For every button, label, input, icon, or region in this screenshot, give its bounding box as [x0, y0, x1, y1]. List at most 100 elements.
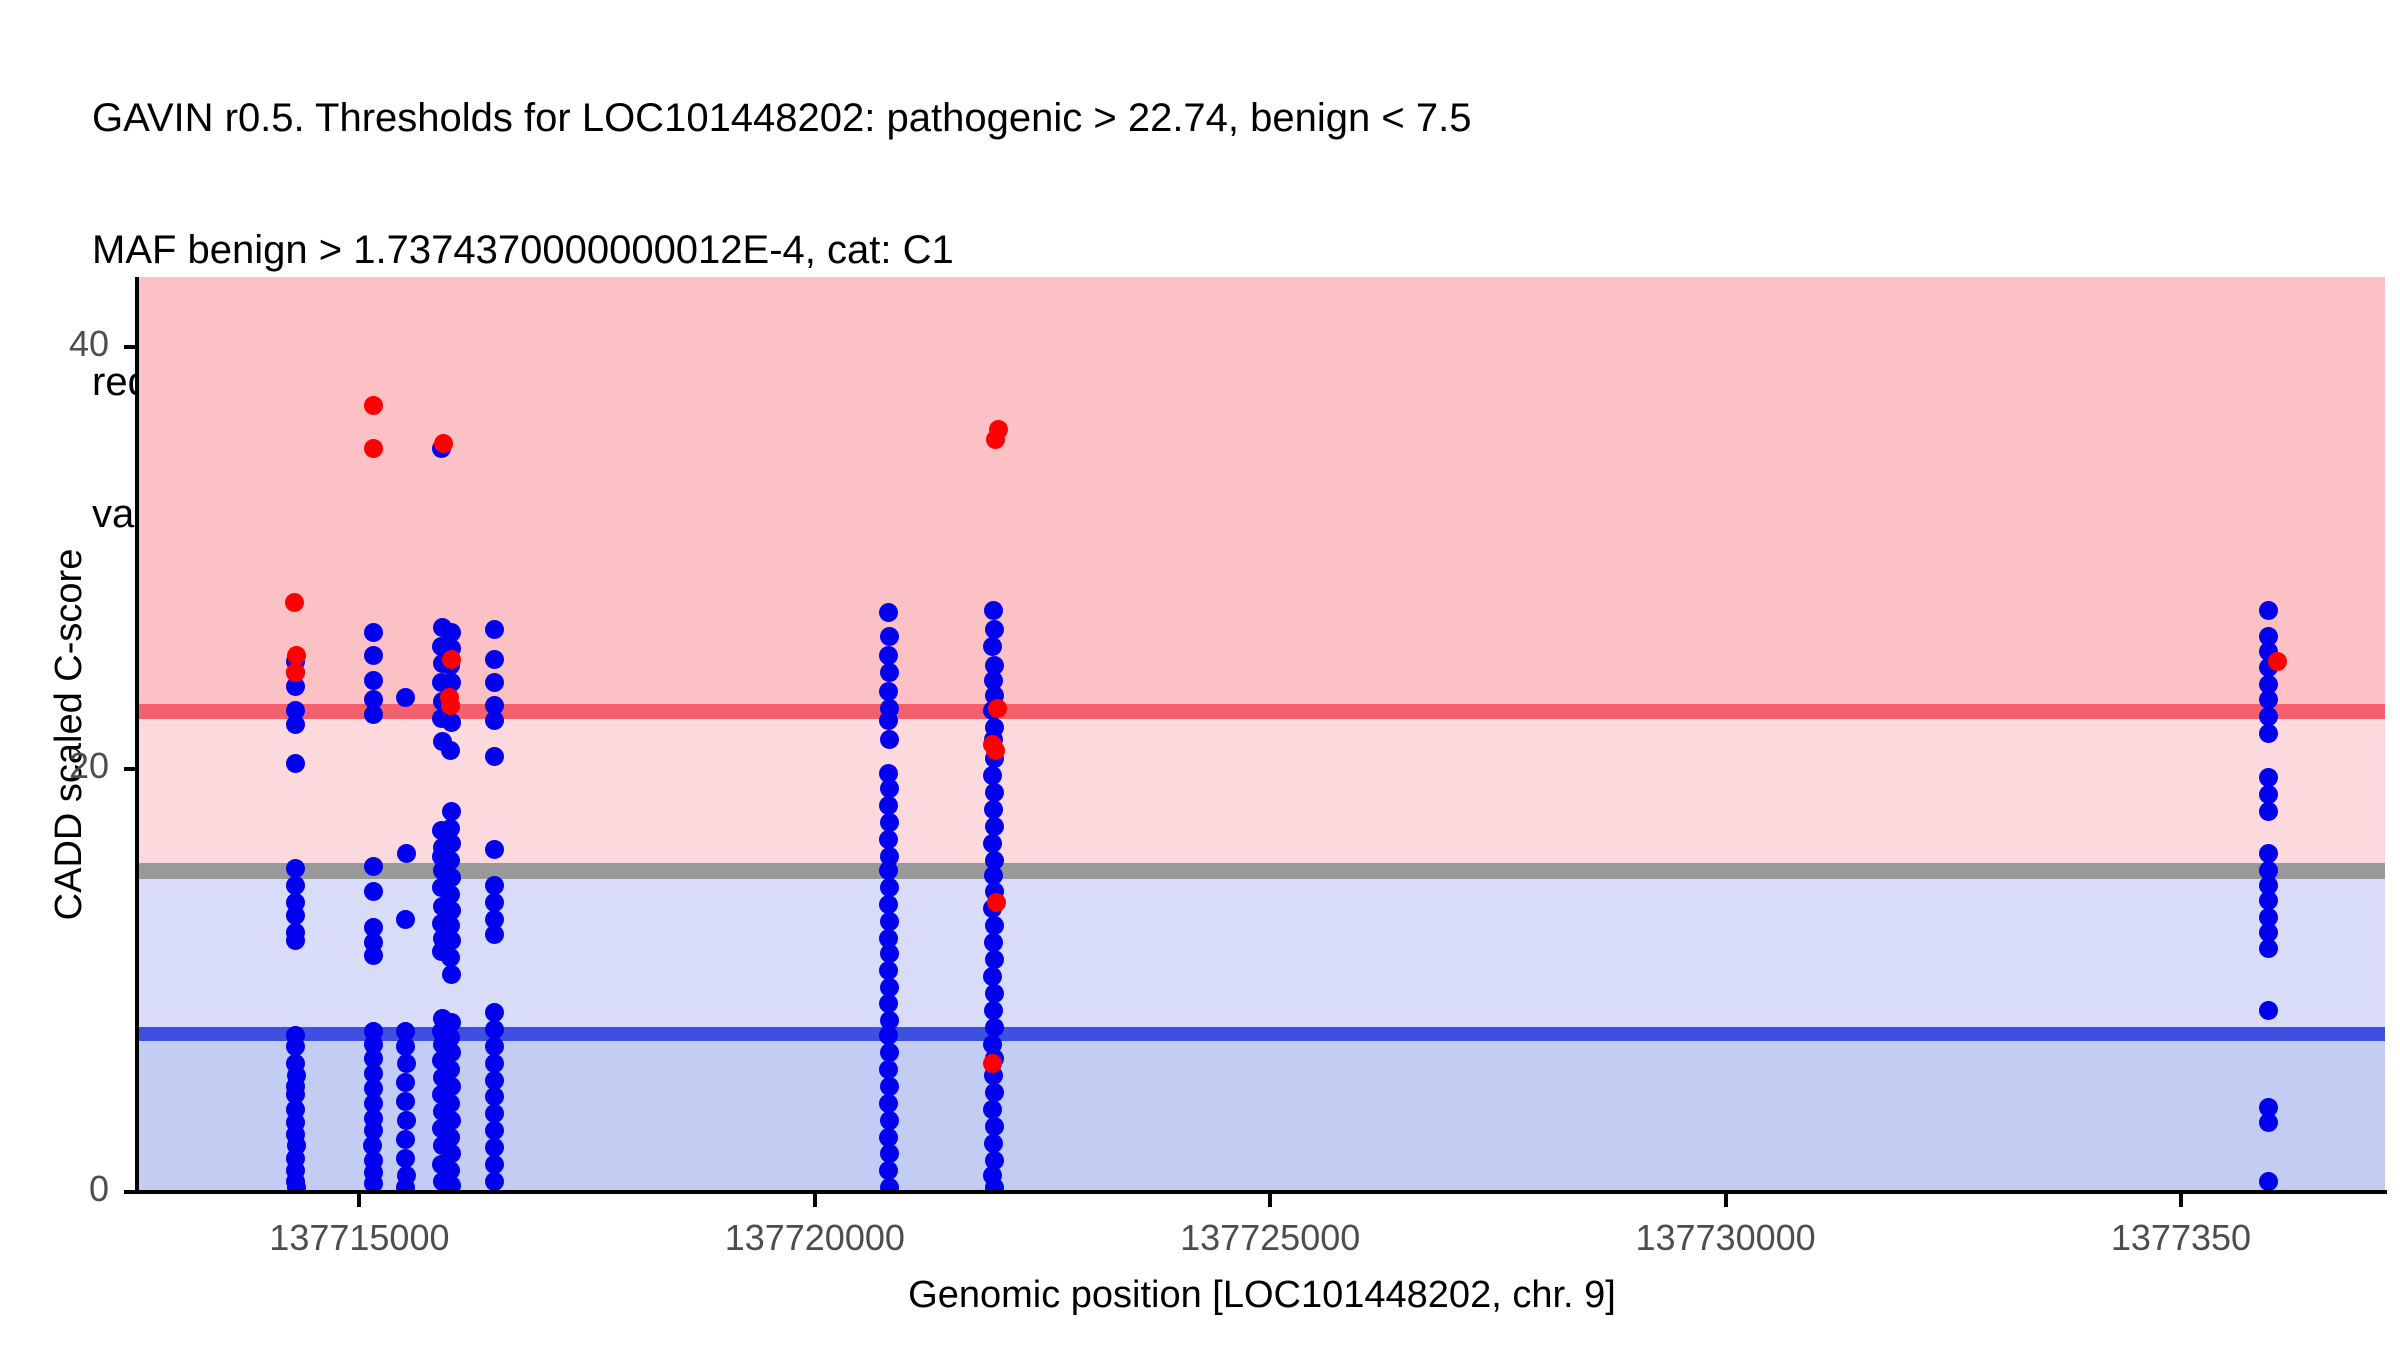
data-point: [442, 1043, 462, 1063]
data-point: [363, 882, 383, 902]
data-point: [395, 1148, 415, 1168]
y-axis-label: CADD scaled C-score: [48, 548, 90, 921]
y-tick-label: 40: [68, 322, 109, 364]
data-point: [484, 909, 504, 929]
data-point: [485, 1087, 505, 1107]
x-tick-mark: [812, 1194, 817, 1207]
data-point: [2259, 1097, 2279, 1117]
data-point: [441, 1127, 461, 1147]
data-point: [983, 601, 1003, 621]
data-point: [396, 1072, 416, 1092]
y-tick-mark: [124, 1190, 137, 1194]
data-point: [442, 833, 462, 853]
data-point: [363, 1049, 383, 1069]
data-point: [484, 747, 504, 767]
data-point: [2258, 922, 2278, 942]
data-point: [879, 1144, 899, 1164]
data-point: [989, 419, 1009, 439]
data-point: [879, 912, 899, 931]
data-point: [363, 704, 383, 724]
data-point: [441, 1013, 461, 1033]
pathogenic-threshold-line: [139, 703, 2385, 719]
data-point: [485, 840, 505, 860]
data-point: [395, 1091, 415, 1111]
data-point: [441, 884, 461, 904]
data-point: [442, 867, 462, 887]
data-point: [286, 677, 306, 697]
data-point: [984, 950, 1004, 970]
x-tick-mark: [2178, 1194, 2183, 1207]
data-point: [984, 1083, 1004, 1103]
data-point: [879, 812, 899, 832]
y-axis-line: [135, 277, 139, 1194]
data-point: [286, 715, 306, 735]
data-point: [879, 1110, 899, 1130]
data-point: [879, 1127, 899, 1147]
data-point: [2258, 675, 2278, 695]
data-point: [485, 696, 505, 716]
data-point: [442, 1076, 462, 1096]
data-point: [285, 700, 305, 720]
data-point: [396, 1021, 416, 1041]
data-point: [879, 846, 899, 866]
data-point: [2258, 768, 2278, 788]
data-point: [485, 1121, 505, 1141]
data-point: [879, 626, 899, 646]
data-point: [364, 945, 384, 965]
data-point: [983, 766, 1003, 786]
data-point: [2259, 723, 2279, 743]
data-point: [984, 620, 1004, 640]
data-point: [363, 671, 383, 691]
band-benign: [139, 1033, 2385, 1192]
data-point: [2259, 844, 2279, 864]
data-point: [879, 681, 899, 701]
title-line-1: GAVIN r0.5. Thresholds for LOC101448202:…: [92, 96, 1472, 140]
data-point: [396, 1178, 416, 1192]
data-point: [983, 833, 1003, 853]
data-point: [484, 1138, 504, 1158]
data-point: [442, 964, 462, 984]
data-point: [879, 645, 899, 665]
benign-threshold-line: [139, 1026, 2385, 1041]
data-point: [2259, 907, 2279, 927]
data-point: [484, 673, 504, 693]
data-point: [879, 778, 899, 798]
data-point: [286, 876, 306, 896]
data-point: [879, 1059, 899, 1079]
data-point: [396, 844, 416, 864]
data-point: [984, 816, 1004, 836]
data-point: [2258, 890, 2278, 910]
data-point: [879, 878, 899, 898]
data-point: [879, 711, 899, 731]
data-point: [441, 802, 461, 822]
data-point: [441, 1059, 461, 1079]
data-point: [364, 1174, 384, 1192]
data-point: [441, 901, 461, 921]
data-point: [286, 1085, 306, 1105]
data-point: [363, 1121, 383, 1141]
data-point: [286, 645, 306, 665]
data-point: [984, 1017, 1004, 1037]
data-point: [484, 876, 504, 896]
data-point: [484, 1171, 504, 1191]
data-point: [879, 1026, 899, 1046]
data-point: [485, 649, 505, 669]
data-point: [988, 698, 1008, 718]
x-tick-label: 1377350: [2110, 1217, 2252, 1258]
y-tick-label: 20: [68, 745, 109, 787]
x-tick-label: 137720000: [724, 1217, 905, 1258]
x-axis-line: [137, 1190, 2387, 1194]
data-point: [2259, 785, 2279, 805]
data-point: [441, 1161, 461, 1181]
x-axis-label: Genomic position [LOC101448202, chr. 9]: [908, 1274, 1616, 1316]
data-point: [879, 960, 899, 980]
data-point: [441, 1093, 461, 1113]
data-point: [485, 1019, 505, 1039]
data-point: [396, 1053, 416, 1073]
x-tick-label: 137730000: [1635, 1217, 1816, 1258]
data-point: [485, 892, 505, 912]
data-point: [2259, 939, 2279, 959]
data-point: [879, 1178, 899, 1192]
band-benign-upper: [139, 870, 2385, 1034]
data-point: [485, 1155, 505, 1175]
